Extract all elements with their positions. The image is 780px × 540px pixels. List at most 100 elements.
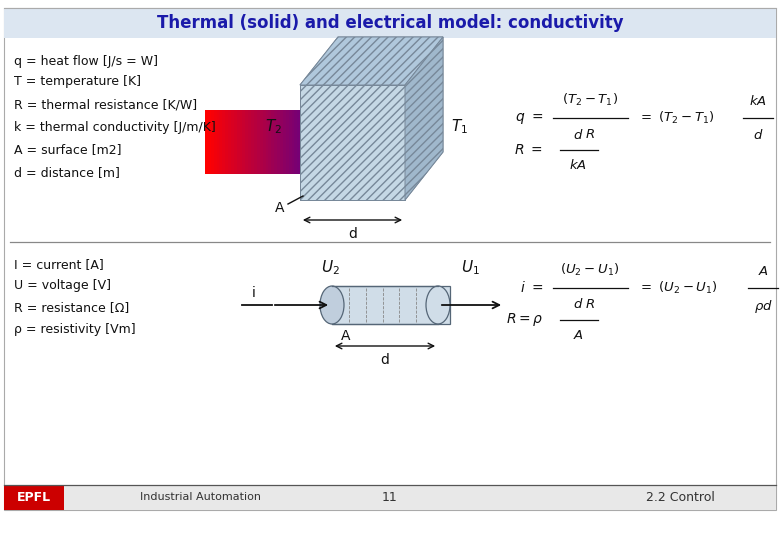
Polygon shape [246, 110, 248, 174]
Text: $R$: $R$ [585, 128, 595, 141]
Polygon shape [248, 110, 251, 174]
Polygon shape [375, 110, 378, 174]
Text: $\rho d$: $\rho d$ [753, 298, 772, 315]
Polygon shape [329, 110, 331, 174]
Polygon shape [271, 110, 275, 174]
Text: A: A [342, 329, 351, 343]
Ellipse shape [426, 286, 450, 324]
Text: $q\ =$: $q\ =$ [515, 111, 543, 125]
Polygon shape [360, 110, 363, 174]
Polygon shape [300, 110, 303, 174]
Text: i: i [252, 286, 256, 300]
Polygon shape [297, 110, 300, 174]
Polygon shape [263, 110, 265, 174]
Polygon shape [317, 110, 321, 174]
Polygon shape [289, 110, 292, 174]
Text: $U_1$: $U_1$ [460, 259, 480, 278]
Polygon shape [332, 110, 335, 174]
Polygon shape [257, 110, 260, 174]
Bar [332, 286, 450, 324]
Polygon shape [268, 110, 271, 174]
Polygon shape [372, 110, 375, 174]
Polygon shape [283, 110, 285, 174]
Text: d: d [381, 353, 389, 367]
Text: A = surface [m2]: A = surface [m2] [14, 144, 122, 157]
Text: $T_2$: $T_2$ [265, 118, 282, 137]
Polygon shape [292, 110, 294, 174]
Polygon shape [314, 110, 317, 174]
Polygon shape [303, 110, 306, 174]
Text: EPFL: EPFL [17, 491, 51, 504]
Text: $(T_2 - T_1)$: $(T_2 - T_1)$ [562, 92, 618, 108]
Polygon shape [211, 110, 214, 174]
Polygon shape [222, 110, 225, 174]
Polygon shape [208, 110, 211, 174]
Polygon shape [346, 110, 349, 174]
Polygon shape [239, 110, 243, 174]
Text: $kA$: $kA$ [569, 158, 587, 172]
Polygon shape [370, 110, 372, 174]
Text: $R\ =$: $R\ =$ [514, 143, 543, 157]
Text: $R$: $R$ [585, 298, 595, 311]
Polygon shape [214, 110, 217, 174]
Polygon shape [205, 110, 208, 174]
Text: Industrial Automation: Industrial Automation [140, 492, 261, 503]
Text: R = thermal resistance [K/W]: R = thermal resistance [K/W] [14, 98, 197, 111]
Polygon shape [300, 85, 405, 200]
Polygon shape [280, 110, 283, 174]
Polygon shape [341, 110, 343, 174]
Text: $d$: $d$ [753, 128, 764, 142]
Text: $U_2$: $U_2$ [321, 259, 339, 278]
Bar [4, 485, 776, 510]
Text: $(U_2 - U_1)$: $(U_2 - U_1)$ [560, 262, 619, 278]
Text: $A$: $A$ [757, 265, 768, 278]
Text: d = distance [m]: d = distance [m] [14, 166, 120, 179]
Polygon shape [236, 110, 239, 174]
Text: 2.2 Control: 2.2 Control [646, 491, 714, 504]
Polygon shape [254, 110, 257, 174]
Polygon shape [367, 110, 370, 174]
Polygon shape [265, 110, 268, 174]
Polygon shape [363, 110, 367, 174]
Polygon shape [300, 85, 405, 200]
Polygon shape [309, 110, 312, 174]
Polygon shape [234, 110, 236, 174]
Text: $kA$: $kA$ [749, 94, 767, 108]
Text: A: A [275, 201, 285, 215]
Polygon shape [352, 110, 355, 174]
Polygon shape [358, 110, 360, 174]
Text: T = temperature [K]: T = temperature [K] [14, 76, 141, 89]
Polygon shape [275, 110, 277, 174]
Bar [4, 485, 64, 510]
Polygon shape [300, 37, 443, 85]
Polygon shape [405, 37, 443, 200]
Polygon shape [306, 110, 309, 174]
Polygon shape [349, 110, 352, 174]
Text: 11: 11 [382, 491, 398, 504]
Polygon shape [243, 110, 246, 174]
Text: $R = \rho$: $R = \rho$ [505, 312, 543, 328]
Text: $A$: $A$ [573, 329, 583, 342]
Text: $i\ =$: $i\ =$ [519, 280, 543, 295]
Bar [4, 8, 776, 38]
Polygon shape [219, 110, 222, 174]
Polygon shape [312, 110, 314, 174]
Text: $=\ (T_2 - T_1)$: $=\ (T_2 - T_1)$ [638, 110, 714, 126]
Text: $d$: $d$ [573, 128, 583, 142]
Text: $T_1$: $T_1$ [451, 118, 468, 137]
Polygon shape [343, 110, 346, 174]
Polygon shape [355, 110, 358, 174]
Polygon shape [277, 110, 280, 174]
Polygon shape [321, 110, 323, 174]
Polygon shape [251, 110, 254, 174]
Text: $d$: $d$ [573, 297, 583, 311]
Polygon shape [405, 37, 443, 200]
Polygon shape [326, 110, 329, 174]
Text: k = thermal conductivity [J/m/K]: k = thermal conductivity [J/m/K] [14, 122, 216, 134]
Text: d: d [348, 227, 357, 241]
Text: $=\ (U_2 - U_1)$: $=\ (U_2 - U_1)$ [638, 280, 718, 296]
Text: U = voltage [V]: U = voltage [V] [14, 280, 111, 293]
Polygon shape [228, 110, 231, 174]
Text: I = current [A]: I = current [A] [14, 259, 104, 272]
Polygon shape [338, 110, 341, 174]
